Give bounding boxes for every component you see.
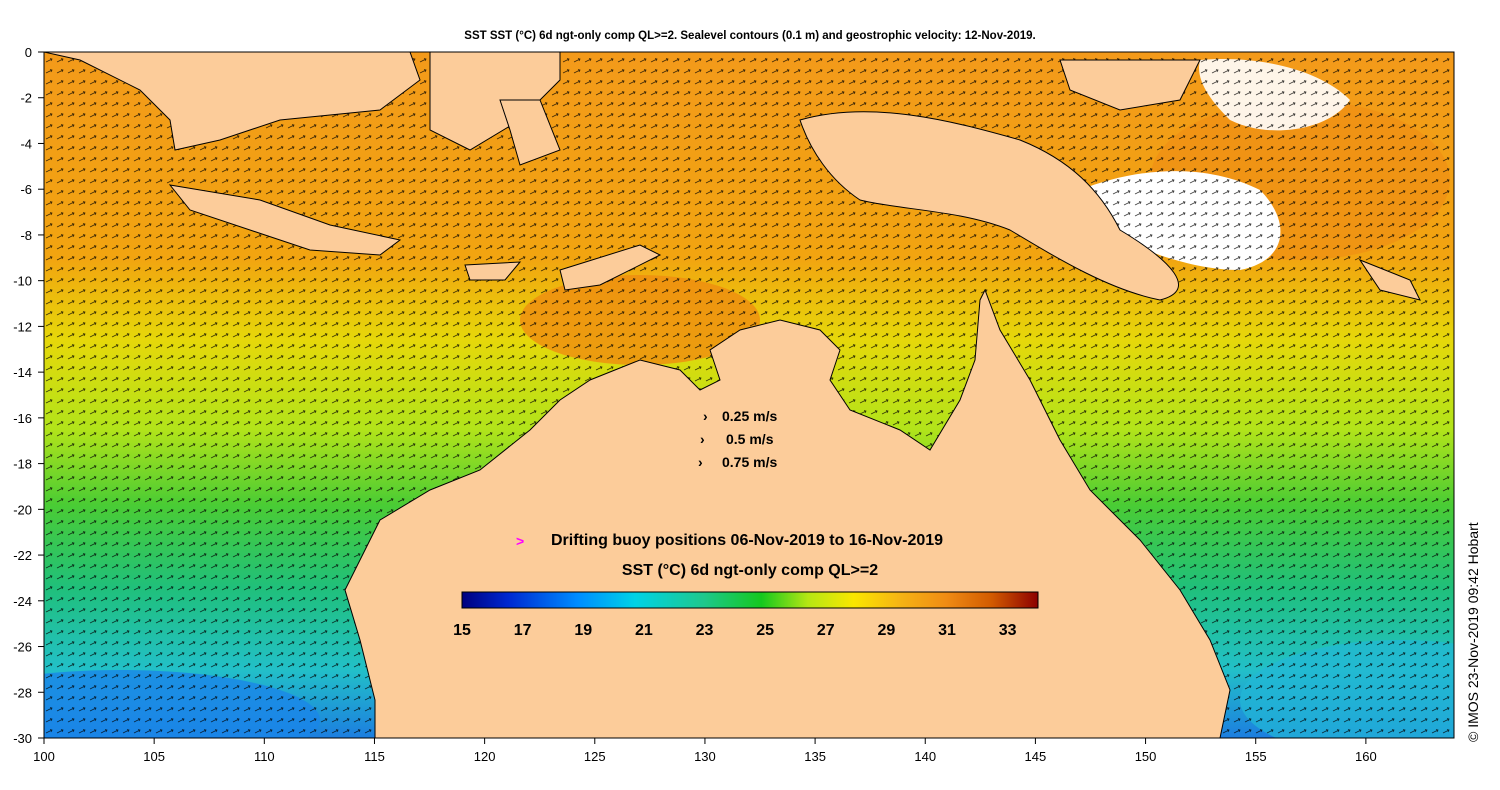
x-tick-label: 145 [1025, 749, 1047, 764]
velocity-legend-arrow-3: › [698, 454, 703, 470]
colorbar-title: SST (°C) 6d ngt-only comp QL>=2 [621, 562, 879, 579]
colorbar-tick-label: 19 [574, 622, 592, 639]
sst-field [44, 52, 1454, 738]
x-tick-label: 140 [914, 749, 936, 764]
velocity-legend-label-3: 0.75 m/s [722, 454, 778, 470]
map-title: SST SST (°C) 6d ngt-only comp QL>=2. Sea… [464, 30, 1036, 42]
y-tick-label: 0 [25, 45, 32, 60]
colorbar-tick-label: 33 [999, 622, 1017, 639]
velocity-legend-label-2: 0.5 m/s [726, 431, 774, 447]
y-tick-label: -18 [13, 457, 32, 472]
colorbar [461, 591, 1039, 609]
y-tick-label: -24 [13, 594, 32, 609]
x-tick-label: 110 [254, 749, 275, 764]
y-tick-label: -2 [20, 91, 32, 106]
x-tick-label: 130 [694, 749, 716, 764]
colorbar-tick-label: 27 [817, 622, 835, 639]
y-axis: 0 -2 -4 -6 -8 -10 -12 -14 -16 -18 -20 -22 -24 -26 -28 -… [13, 45, 44, 746]
colorbar-tick-label: 25 [756, 622, 774, 639]
y-tick-label: -22 [13, 548, 32, 563]
velocity-legend-arrow-1: › [703, 408, 708, 424]
y-tick-label: -14 [13, 365, 32, 380]
y-tick-label: -12 [13, 319, 32, 334]
colorbar-tick-label: 21 [635, 622, 653, 639]
velocity-legend-arrow-2: › [700, 431, 705, 447]
land-masses [44, 52, 1421, 738]
colorbar-tick-label: 15 [453, 622, 471, 639]
x-tick-label: 120 [474, 749, 496, 764]
y-tick-label: -8 [20, 228, 32, 243]
x-axis: 100 105 110 115 120 125 130 135 140 145 150 155 160 [33, 738, 1377, 764]
colorbar-ticks: 15 17 19 21 23 25 27 29 31 33 [453, 622, 1017, 639]
velocity-legend-label-1: 0.25 m/s [722, 408, 778, 424]
credit-text: © IMOS 23-Nov-2019 09:42 Hobart [1465, 522, 1481, 742]
colorbar-tick-label: 23 [696, 622, 714, 639]
x-tick-label: 100 [33, 749, 55, 764]
y-tick-label: -30 [13, 731, 32, 746]
x-tick-label: 115 [364, 749, 385, 764]
y-tick-label: -16 [13, 411, 32, 426]
buoy-legend-label: Drifting buoy positions 06-Nov-2019 to 1… [551, 532, 944, 549]
colorbar-tick-label: 29 [878, 622, 896, 639]
y-tick-label: -4 [20, 136, 32, 151]
x-tick-label: 135 [804, 749, 826, 764]
y-tick-label: -6 [20, 182, 32, 197]
x-tick-label: 125 [584, 749, 606, 764]
buoy-marker-icon: > [516, 533, 525, 549]
y-tick-label: -26 [13, 640, 32, 655]
colorbar-tick-label: 31 [938, 622, 956, 639]
x-tick-label: 155 [1245, 749, 1267, 764]
y-tick-label: -28 [13, 685, 32, 700]
x-tick-label: 150 [1135, 749, 1157, 764]
x-tick-label: 160 [1355, 749, 1377, 764]
plot-frame [43, 51, 1455, 739]
x-tick-label: 105 [143, 749, 165, 764]
y-tick-label: -20 [13, 502, 32, 517]
colorbar-tick-label: 17 [514, 622, 532, 639]
y-tick-label: -10 [13, 274, 32, 289]
